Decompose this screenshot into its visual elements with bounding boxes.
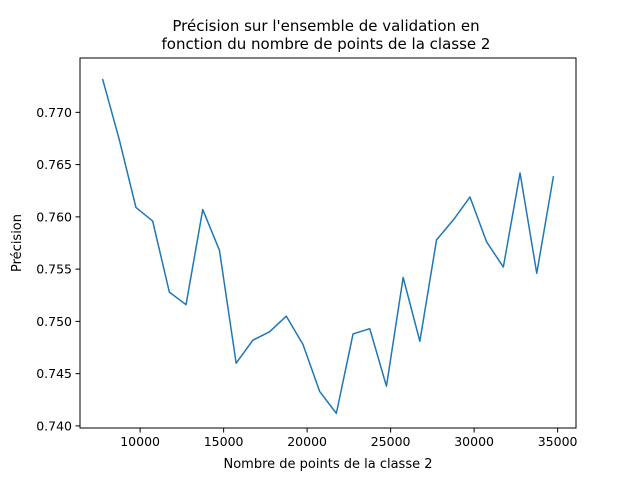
y-tick-label: 0.765: [36, 157, 72, 172]
y-axis-label: Précision: [10, 214, 25, 272]
x-tick-label: 35000: [538, 434, 578, 449]
y-axis-ticks: 0.740 0.745 0.750 0.755 0.760 0.765 0.770: [36, 105, 80, 433]
y-tick-label: 0.760: [36, 209, 72, 224]
series-line: [101, 78, 555, 415]
x-tick-label: 10000: [120, 434, 160, 449]
x-tick-label: 15000: [204, 434, 244, 449]
y-tick-label: 0.770: [36, 105, 72, 120]
y-tick-label: 0.745: [36, 366, 72, 381]
x-tick-label: 30000: [454, 434, 494, 449]
x-axis-label: Nombre de points de la classe 2: [224, 457, 433, 472]
chart-title-line-1: Précision sur l'ensemble de validation e…: [172, 17, 479, 35]
y-tick-label: 0.740: [36, 418, 72, 433]
x-axis-ticks: 10000 15000 20000 25000 30000 35000: [120, 428, 578, 449]
chart-title-line-2: fonction du nombre de points de la class…: [162, 35, 491, 53]
x-tick-label: 25000: [371, 434, 411, 449]
x-tick-label: 20000: [287, 434, 327, 449]
plot-frame: [79, 57, 577, 429]
y-tick-label: 0.755: [36, 262, 72, 277]
y-tick-label: 0.750: [36, 314, 72, 329]
